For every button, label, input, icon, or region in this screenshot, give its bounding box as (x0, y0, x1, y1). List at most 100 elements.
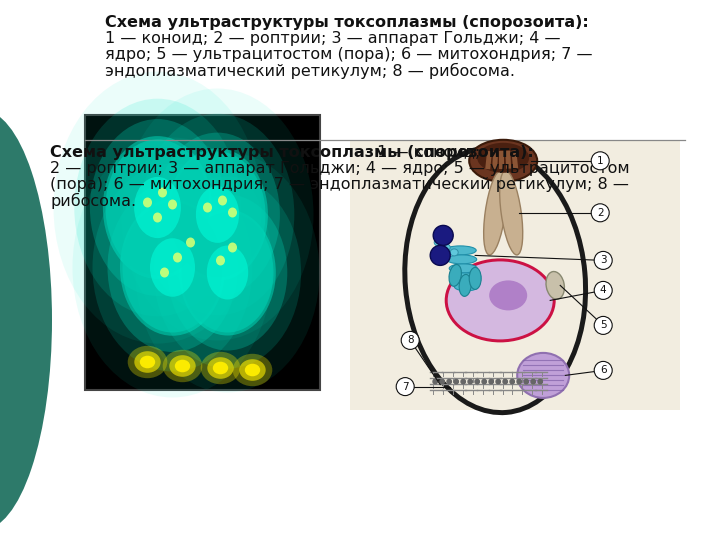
Circle shape (454, 380, 459, 384)
Bar (485, 151, 492, 170)
Text: рибосома.: рибосома. (50, 193, 136, 209)
Bar (499, 151, 504, 169)
Circle shape (524, 380, 528, 384)
Ellipse shape (196, 186, 239, 243)
Text: 7: 7 (402, 382, 408, 392)
Ellipse shape (239, 359, 266, 381)
Ellipse shape (181, 213, 274, 333)
Ellipse shape (143, 198, 152, 207)
Text: 4: 4 (600, 286, 606, 295)
Ellipse shape (169, 355, 196, 377)
Ellipse shape (135, 152, 320, 393)
Ellipse shape (459, 274, 472, 296)
Ellipse shape (448, 261, 553, 340)
Ellipse shape (484, 171, 507, 255)
Ellipse shape (233, 354, 272, 386)
Ellipse shape (127, 346, 167, 378)
Text: 5: 5 (600, 320, 606, 330)
Circle shape (594, 281, 612, 299)
Ellipse shape (449, 265, 462, 286)
Text: ядро; 5 — ультрацитостом (пора); 6 — митохондрия; 7 —: ядро; 5 — ультрацитостом (пора); 6 — мит… (105, 47, 593, 62)
Ellipse shape (92, 164, 253, 372)
Ellipse shape (173, 253, 182, 262)
Bar (505, 151, 511, 169)
Ellipse shape (402, 146, 588, 415)
Ellipse shape (517, 353, 570, 398)
Circle shape (510, 380, 514, 384)
Ellipse shape (135, 351, 161, 373)
Ellipse shape (168, 199, 177, 210)
Ellipse shape (216, 255, 225, 266)
Ellipse shape (153, 213, 162, 222)
Ellipse shape (90, 119, 225, 296)
Ellipse shape (469, 267, 481, 289)
Text: 3: 3 (600, 255, 606, 265)
Ellipse shape (203, 202, 212, 213)
Ellipse shape (179, 210, 276, 335)
Ellipse shape (213, 362, 228, 374)
Text: 1 — коноид; 2 — роптрии; 3 — аппарат Гольджи; 4 —: 1 — коноид; 2 — роптрии; 3 — аппарат Гол… (105, 31, 560, 46)
Ellipse shape (140, 356, 156, 368)
Circle shape (396, 377, 414, 396)
Circle shape (594, 316, 612, 334)
Bar (350, 140, 680, 410)
Ellipse shape (442, 244, 450, 251)
Circle shape (447, 380, 451, 384)
Ellipse shape (168, 194, 287, 350)
Ellipse shape (186, 238, 195, 247)
Ellipse shape (122, 89, 313, 341)
Ellipse shape (446, 255, 477, 264)
Circle shape (468, 380, 472, 384)
Circle shape (496, 380, 500, 384)
Ellipse shape (477, 143, 529, 173)
Circle shape (591, 152, 609, 170)
Circle shape (538, 380, 542, 384)
Ellipse shape (163, 350, 202, 382)
Ellipse shape (451, 273, 477, 282)
Ellipse shape (454, 282, 478, 291)
Ellipse shape (449, 264, 477, 273)
Ellipse shape (228, 207, 237, 218)
Ellipse shape (107, 183, 238, 352)
Ellipse shape (207, 357, 234, 379)
Ellipse shape (546, 272, 564, 299)
Text: 2: 2 (597, 208, 603, 218)
Text: эндоплазматический ретикулум; 8 — рибосома.: эндоплазматический ретикулум; 8 — рибосо… (105, 63, 515, 79)
Text: 2 — роптрии; 3 — аппарат Гольджи; 4 — ядро; 5 — ультрацитостом: 2 — роптрии; 3 — аппарат Гольджи; 4 — яд… (50, 161, 629, 176)
Ellipse shape (158, 187, 167, 198)
Ellipse shape (500, 171, 523, 255)
Ellipse shape (207, 246, 248, 300)
Circle shape (401, 332, 419, 349)
Ellipse shape (201, 352, 240, 384)
Circle shape (475, 380, 480, 384)
Ellipse shape (74, 99, 240, 316)
Circle shape (594, 361, 612, 380)
Ellipse shape (73, 138, 272, 397)
Ellipse shape (0, 110, 52, 530)
Bar (492, 151, 498, 169)
Ellipse shape (140, 114, 294, 315)
Ellipse shape (434, 239, 442, 246)
Ellipse shape (120, 199, 225, 336)
Circle shape (433, 380, 438, 384)
Text: 1 — коноид;: 1 — коноид; (372, 145, 480, 160)
Ellipse shape (160, 267, 169, 278)
Ellipse shape (450, 249, 458, 256)
Ellipse shape (445, 259, 556, 342)
Text: Схема ультраструктуры токсоплазмы (спорозоита):: Схема ультраструктуры токсоплазмы (споро… (50, 145, 534, 160)
Ellipse shape (433, 225, 453, 245)
Bar (511, 150, 518, 169)
Ellipse shape (245, 364, 260, 376)
Ellipse shape (150, 238, 195, 297)
Circle shape (531, 380, 536, 384)
Ellipse shape (169, 152, 266, 278)
Circle shape (482, 380, 487, 384)
Circle shape (489, 380, 493, 384)
Ellipse shape (175, 360, 190, 372)
Ellipse shape (469, 140, 537, 182)
Ellipse shape (167, 148, 268, 281)
Ellipse shape (154, 177, 301, 368)
Circle shape (591, 204, 609, 222)
Ellipse shape (228, 242, 237, 253)
Circle shape (440, 380, 444, 384)
